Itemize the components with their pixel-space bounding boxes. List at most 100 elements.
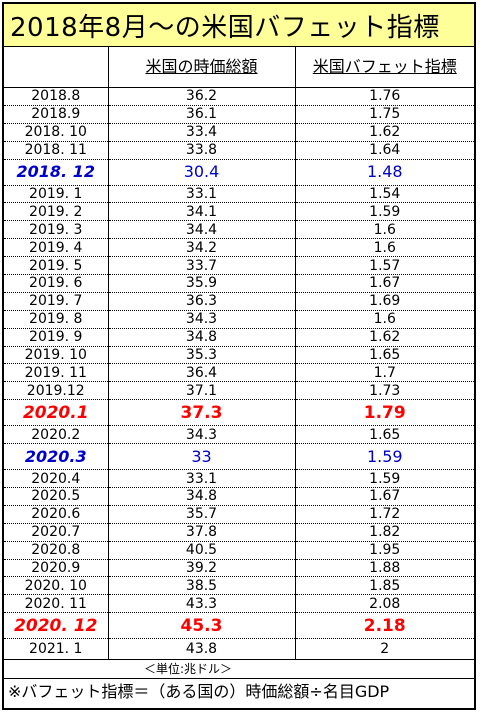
cell-date: 2020. 10 — [4, 576, 109, 596]
cell-date: 2019. 7 — [4, 292, 109, 311]
table-row: 2019. 11 36.4 1.7 — [4, 363, 474, 383]
sheet-title: 2018年8月～の米国バフェット指標 — [4, 4, 474, 47]
cell-date: 2019.12 — [4, 381, 109, 401]
cell-market-cap: 33.1 — [108, 185, 296, 204]
table-row: 2020. 12 45.3 2.18 — [4, 612, 474, 640]
cell-market-cap: 36.4 — [108, 363, 296, 383]
data-table: 米国の時価総額 米国バフェット指標 2018.8 36.2 1.76 2018.9 36… — [4, 47, 474, 660]
cell-market-cap: 43.3 — [108, 594, 296, 614]
table-row: 2018.8 36.2 1.76 — [4, 87, 474, 106]
cell-date: 2019. 8 — [4, 310, 109, 329]
table-row: 2019. 3 34.4 1.6 — [4, 220, 474, 240]
table-row: 2018. 11 33.8 1.64 — [4, 141, 474, 160]
cell-date: 2020.6 — [4, 505, 109, 524]
cell-buffett-indicator: 1.59 — [295, 443, 474, 471]
cell-date: 2018. 12 — [4, 159, 109, 186]
cell-market-cap: 34.3 — [108, 310, 296, 329]
cell-buffett-indicator: 1.72 — [295, 505, 474, 524]
table-row: 2020.4 33.1 1.59 — [4, 469, 474, 489]
spreadsheet: 2018年8月～の米国バフェット指標 米国の時価総額 米国バフェット指標 201… — [2, 2, 476, 710]
cell-market-cap: 34.3 — [108, 425, 296, 445]
table-row: 2018. 12 30.4 1.48 — [4, 159, 474, 186]
cell-market-cap: 37.3 — [108, 399, 296, 427]
table-row: 2019. 2 34.1 1.59 — [4, 202, 474, 222]
cell-buffett-indicator: 1.7 — [295, 363, 474, 383]
table-row: 2019. 4 34.2 1.6 — [4, 238, 474, 258]
cell-date: 2020.4 — [4, 469, 109, 489]
cell-date: 2019. 2 — [4, 202, 109, 222]
table-row: 2019. 10 35.3 1.65 — [4, 346, 474, 365]
cell-date: 2020.7 — [4, 523, 109, 542]
table-row: 2020. 10 38.5 1.85 — [4, 576, 474, 596]
unit-label: ＜単位:兆ドル＞ — [4, 659, 474, 678]
cell-market-cap: 30.4 — [108, 159, 296, 186]
cell-date: 2018. 11 — [4, 141, 109, 160]
cell-market-cap: 33.1 — [108, 469, 296, 489]
cell-buffett-indicator: 1.6 — [295, 220, 474, 240]
cell-date: 2018.8 — [4, 87, 109, 106]
cell-date: 2019. 11 — [4, 363, 109, 383]
cell-date: 2019. 3 — [4, 220, 109, 240]
cell-date: 2019. 6 — [4, 274, 109, 293]
table-row: 2018.9 36.1 1.75 — [4, 105, 474, 124]
cell-market-cap: 38.5 — [108, 576, 296, 596]
table-row: 2020. 11 43.3 2.08 — [4, 594, 474, 614]
cell-market-cap: 37.1 — [108, 381, 296, 401]
cell-date: 2019. 9 — [4, 328, 109, 347]
cell-market-cap: 40.5 — [108, 541, 296, 560]
header-buffett-indicator: 米国バフェット指標 — [295, 47, 474, 88]
cell-date: 2020.5 — [4, 487, 109, 506]
cell-date: 2018. 10 — [4, 123, 109, 142]
cell-buffett-indicator: 1.62 — [295, 123, 474, 142]
cell-market-cap: 35.9 — [108, 274, 296, 293]
table-row: 2019. 7 36.3 1.69 — [4, 292, 474, 311]
cell-market-cap: 43.8 — [108, 638, 296, 660]
cell-buffett-indicator: 2.18 — [295, 612, 474, 640]
cell-market-cap: 33.8 — [108, 141, 296, 160]
table-row: 2020.9 39.2 1.88 — [4, 559, 474, 578]
cell-buffett-indicator: 1.95 — [295, 541, 474, 560]
cell-market-cap: 35.3 — [108, 346, 296, 365]
table-row: 2019. 9 34.8 1.62 — [4, 328, 474, 347]
table-row: 2020.5 34.8 1.67 — [4, 487, 474, 506]
cell-date: 2019. 4 — [4, 238, 109, 258]
cell-market-cap: 39.2 — [108, 559, 296, 578]
cell-buffett-indicator: 1.57 — [295, 256, 474, 276]
cell-market-cap: 33 — [108, 443, 296, 471]
cell-buffett-indicator: 1.85 — [295, 576, 474, 596]
cell-market-cap: 34.8 — [108, 328, 296, 347]
table-row: 2020.7 37.8 1.82 — [4, 523, 474, 542]
cell-buffett-indicator: 1.54 — [295, 185, 474, 204]
cell-market-cap: 34.4 — [108, 220, 296, 240]
cell-market-cap: 33.4 — [108, 123, 296, 142]
header-date — [4, 47, 109, 88]
cell-buffett-indicator: 1.62 — [295, 328, 474, 347]
cell-buffett-indicator: 1.73 — [295, 381, 474, 401]
header-market-cap: 米国の時価総額 — [108, 47, 296, 88]
cell-buffett-indicator: 1.67 — [295, 487, 474, 506]
cell-date: 2019. 5 — [4, 256, 109, 276]
footnote: ※バフェット指標＝（ある国の）時価総額÷名目GDP — [4, 678, 474, 705]
cell-date: 2020.8 — [4, 541, 109, 560]
cell-date: 2020.1 — [4, 399, 109, 427]
cell-buffett-indicator: 2 — [380, 641, 390, 658]
cell-market-cap: 35.7 — [108, 505, 296, 524]
cell-market-cap: 33.7 — [108, 256, 296, 276]
cell-buffett-indicator: 1.59 — [295, 202, 474, 222]
cell-market-cap: 36.2 — [108, 87, 296, 106]
table-row: 2018. 10 33.4 1.62 — [4, 123, 474, 142]
cell-buffett-indicator: 2.08 — [295, 594, 474, 614]
cell-date: 2020. 11 — [4, 594, 109, 614]
cell-buffett-indicator: 1.88 — [295, 559, 474, 578]
table-row: 2019. 8 34.3 1.6 — [4, 310, 474, 329]
cell-market-cap: 37.8 — [108, 523, 296, 542]
cell-buffett-indicator: 1.65 — [295, 425, 474, 445]
cell-date: 2019. 10 — [4, 346, 109, 365]
cell-buffett-indicator: 1.76 — [295, 87, 474, 106]
cell-buffett-indicator: 1.67 — [295, 274, 474, 293]
cell-date: 2018.9 — [4, 105, 109, 124]
table-row: 2021. 1 43.8 2 — [4, 638, 474, 660]
cell-date: 2019. 1 — [4, 185, 109, 204]
cell-buffett-indicator: 1.6 — [295, 310, 474, 329]
cell-date: 2020.9 — [4, 559, 109, 578]
